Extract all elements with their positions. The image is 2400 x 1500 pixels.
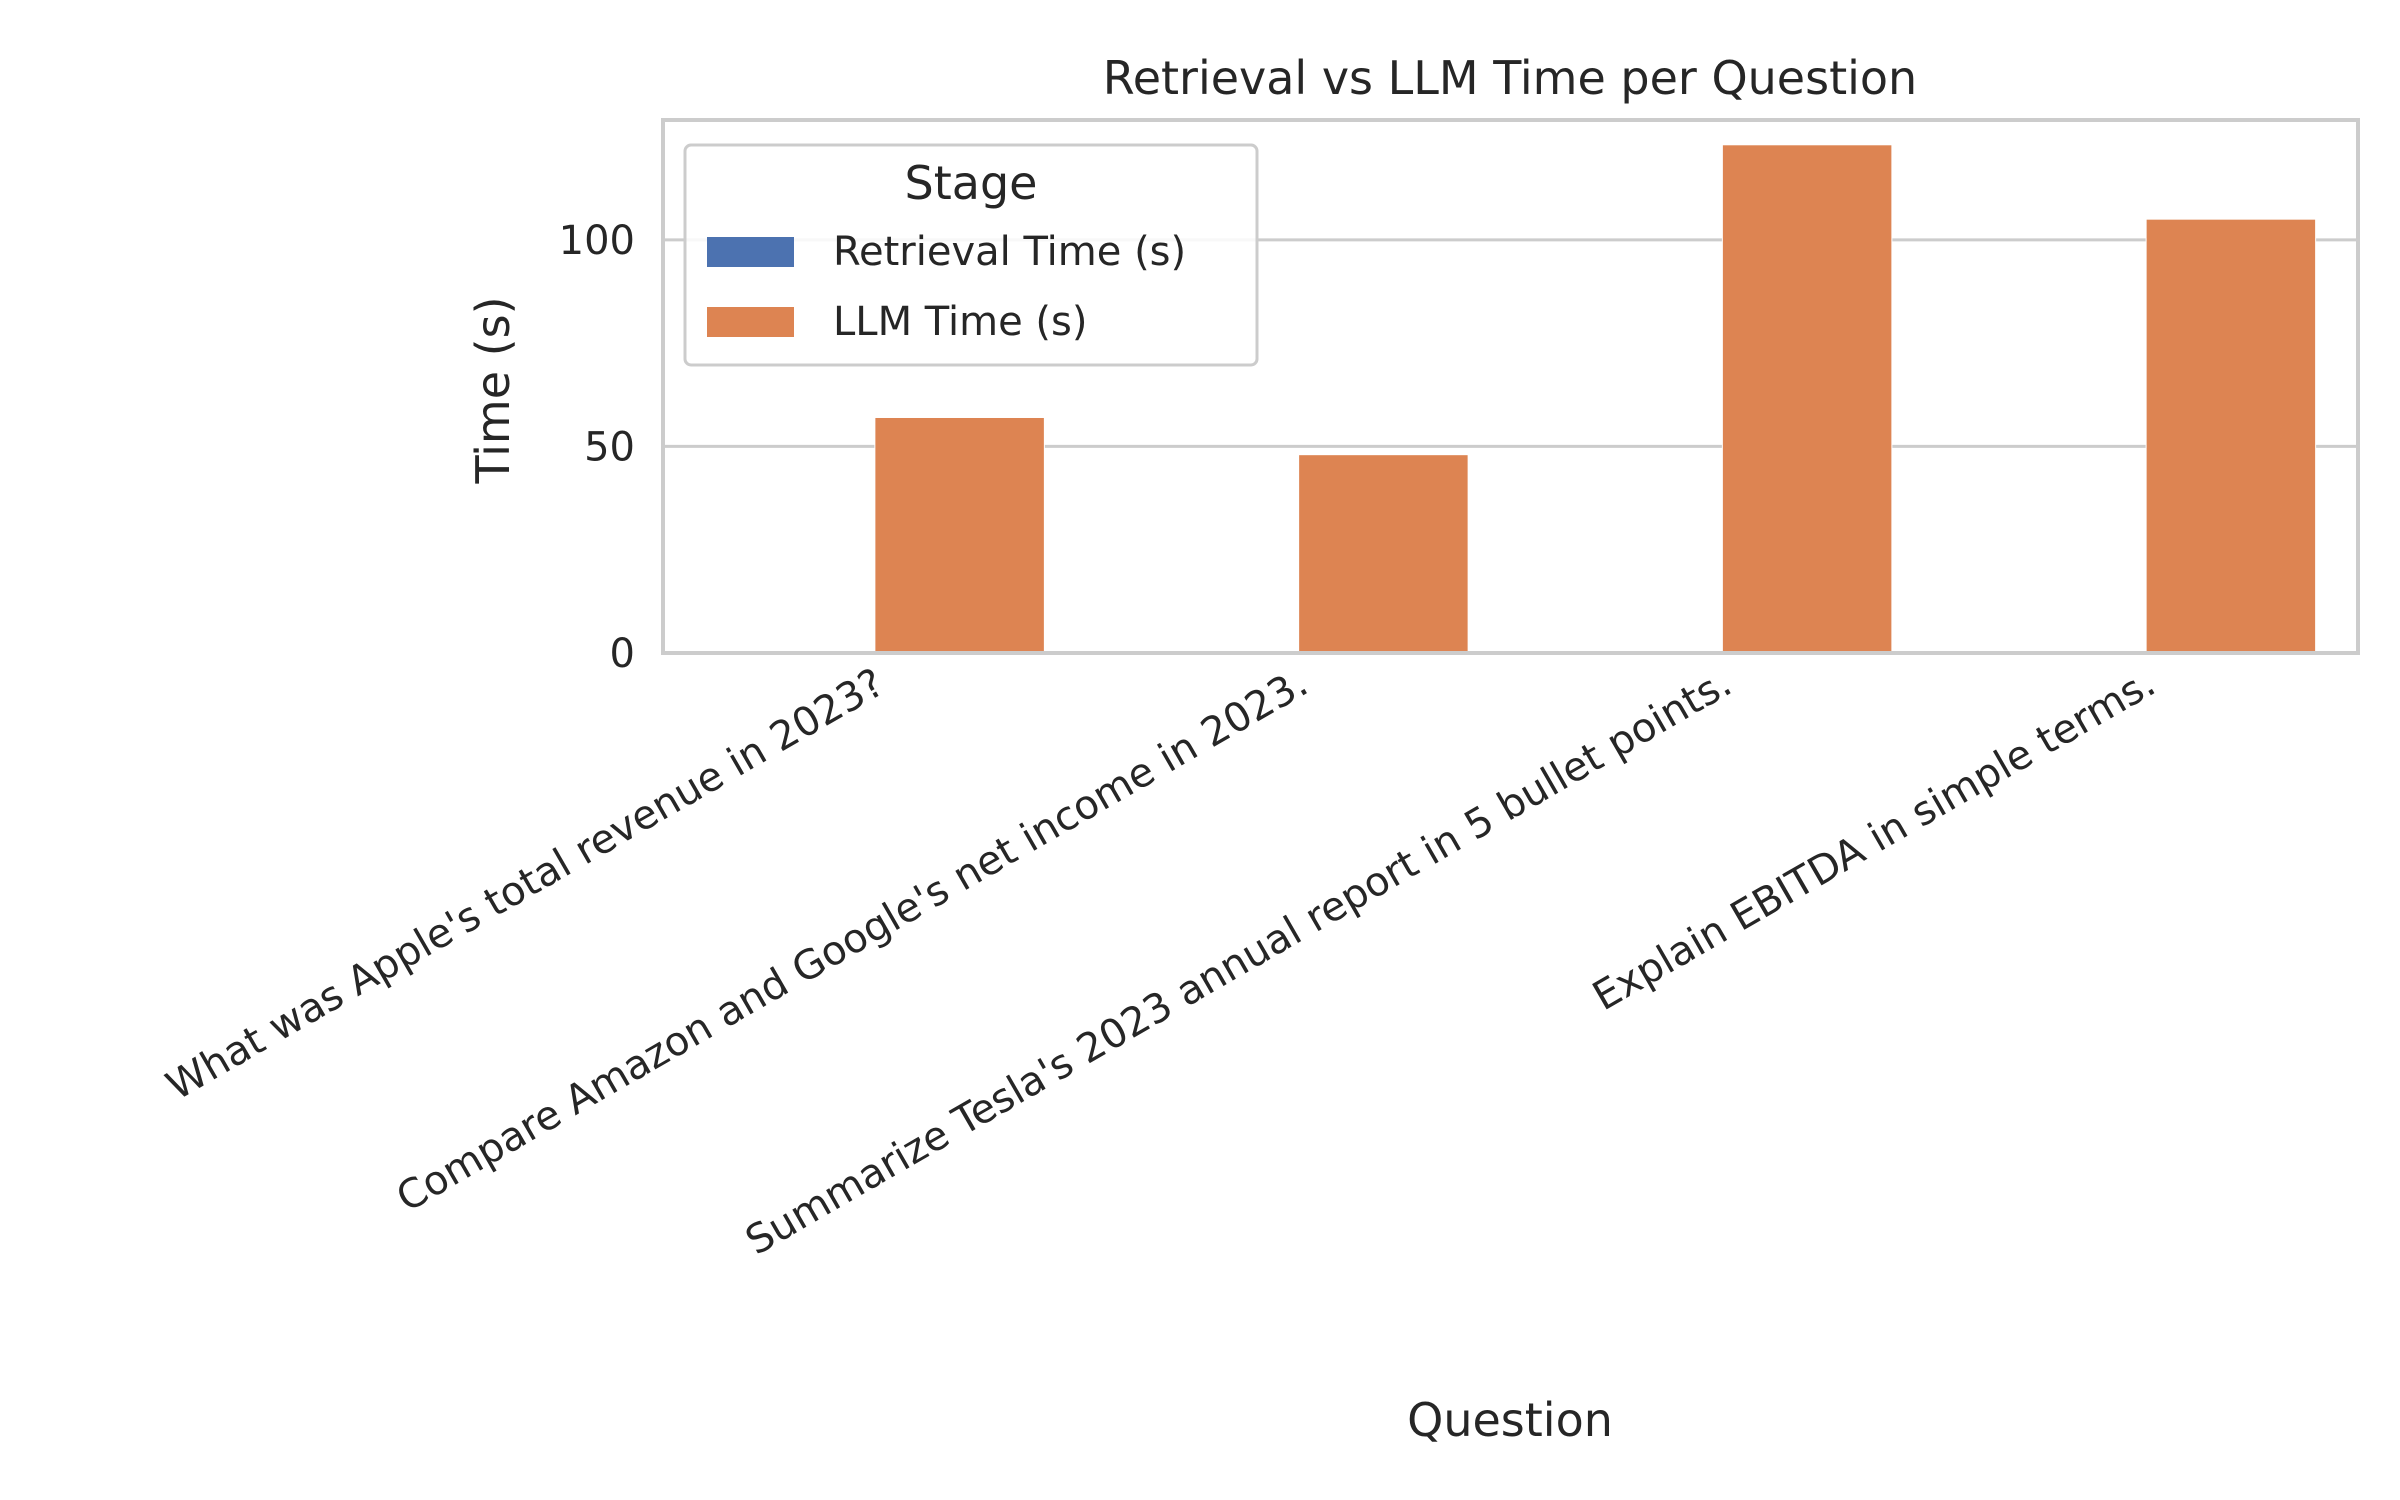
x-tick-label: Summarize Tesla's 2023 annual report in … <box>738 660 1739 1265</box>
x-axis-label: Question <box>1407 1393 1613 1447</box>
bar-llm <box>1721 144 1893 654</box>
legend-title: Stage <box>905 156 1038 210</box>
bar-llm <box>1298 454 1469 654</box>
y-tick-label: 50 <box>584 424 635 470</box>
legend-box <box>683 143 1259 367</box>
bar-llm <box>2145 218 2317 654</box>
x-tick-label: What was Apple's total revenue in 2023? <box>159 660 892 1110</box>
y-tick-label: 0 <box>610 631 635 677</box>
y-tick-label: 100 <box>559 218 635 264</box>
bar-llm <box>874 416 1045 654</box>
legend-entry: LLM Time (s) <box>833 299 1087 345</box>
legend-swatch <box>707 307 794 337</box>
x-tick-label: Compare Amazon and Google's net income i… <box>389 660 1316 1222</box>
legend: Stage Retrieval Time (s) LLM Time (s) <box>683 143 1259 367</box>
y-axis-label: Time (s) <box>466 296 520 484</box>
axes-frame <box>661 118 2360 655</box>
chart-title: Retrieval vs LLM Time per Question <box>1103 51 1917 105</box>
legend-swatch <box>707 237 794 267</box>
legend-entry: Retrieval Time (s) <box>833 229 1186 275</box>
